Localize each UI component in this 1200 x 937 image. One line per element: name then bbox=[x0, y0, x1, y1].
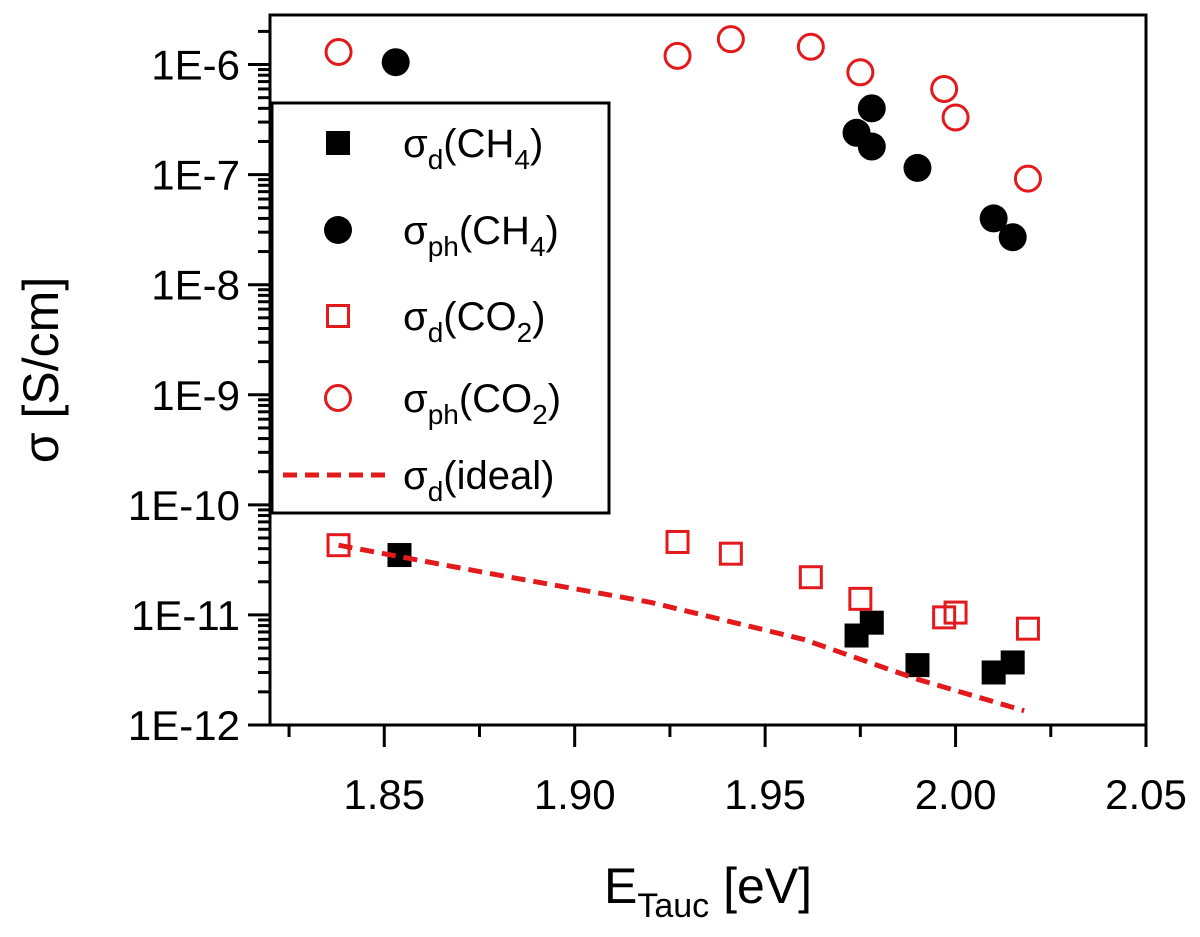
x-tick-label: 1.95 bbox=[724, 771, 806, 818]
data-point bbox=[859, 610, 884, 635]
legend-entry: σph(CH4) bbox=[324, 209, 559, 262]
x-tick-label: 1.85 bbox=[343, 771, 425, 818]
legend-sigma: σ bbox=[403, 209, 428, 253]
y-tick-label: 1E-8 bbox=[151, 262, 240, 309]
legend-tail: (CO bbox=[443, 295, 516, 339]
data-point bbox=[903, 153, 932, 182]
legend-sub: d bbox=[428, 144, 444, 175]
legend-sub: ph bbox=[428, 399, 459, 430]
series-3 bbox=[324, 25, 1042, 193]
x-tick-label: 2.05 bbox=[1105, 771, 1187, 818]
data-point bbox=[665, 529, 690, 554]
series-layer bbox=[324, 25, 1042, 714]
legend-marker bbox=[326, 131, 350, 155]
y-tick-label: 1E-7 bbox=[151, 152, 240, 199]
x-axis-title: ETauc [eV] bbox=[604, 858, 812, 925]
data-point bbox=[1013, 164, 1042, 193]
data-point bbox=[941, 103, 970, 132]
data-point bbox=[1000, 650, 1025, 675]
legend-label: σd(CO2) bbox=[403, 295, 546, 348]
legend-sub: d bbox=[428, 476, 444, 507]
legend-tail: (CH bbox=[443, 122, 514, 166]
legend-sub2: 4 bbox=[514, 144, 530, 175]
y-tick-label: 1E-6 bbox=[151, 42, 240, 89]
legend-marker bbox=[324, 384, 352, 412]
legend-label: σph(CH4) bbox=[403, 209, 559, 262]
x-axis-title-main: E bbox=[604, 858, 637, 914]
legend: σd(CH4)σph(CH4)σd(CO2)σph(CO2)σd(ideal) bbox=[270, 101, 611, 515]
y-axis-title: σ [S/cm] bbox=[13, 277, 69, 463]
ideal-line bbox=[338, 542, 1025, 714]
legend-sigma: σ bbox=[403, 295, 428, 339]
y-tick-label: 1E-11 bbox=[131, 592, 240, 639]
series-1 bbox=[381, 48, 1027, 252]
legend-entry: σph(CO2) bbox=[324, 377, 561, 430]
legend-tail: (CO bbox=[459, 377, 532, 421]
data-point bbox=[848, 586, 873, 611]
x-axis-title-sub: Tauc bbox=[637, 887, 709, 925]
data-point bbox=[905, 653, 930, 678]
legend-entry: σd(ideal) bbox=[283, 454, 554, 507]
y-axis: 1E-12 1E-11 1E-10 1E-9 1E-8 1E-7 1E-6 bbox=[128, 29, 270, 749]
legend-end: ) bbox=[532, 295, 545, 339]
legend-sub: ph bbox=[428, 231, 459, 262]
x-axis: 1.85 1.90 1.95 2.00 2.05 bbox=[287, 725, 1187, 818]
data-point bbox=[716, 25, 745, 54]
legend-sub2: 2 bbox=[532, 399, 548, 430]
data-point bbox=[846, 58, 875, 87]
data-point bbox=[979, 204, 1008, 233]
legend-marker bbox=[326, 304, 350, 328]
legend-label: σd(CH4) bbox=[403, 122, 543, 175]
series-4 bbox=[338, 542, 1025, 714]
y-tick-label: 1E-10 bbox=[128, 482, 240, 529]
legend-end: ) bbox=[548, 377, 561, 421]
x-tick-label: 1.90 bbox=[534, 771, 616, 818]
legend-end: ) bbox=[530, 122, 543, 166]
data-point bbox=[663, 41, 692, 70]
legend-entry: σd(CH4) bbox=[326, 122, 543, 175]
data-point bbox=[718, 541, 743, 566]
legend-label: σph(CO2) bbox=[403, 377, 561, 430]
legend-tail: (ideal) bbox=[443, 454, 554, 498]
series-0 bbox=[387, 543, 1025, 685]
series-2 bbox=[326, 529, 1040, 641]
legend-sigma: σ bbox=[403, 377, 428, 421]
legend-label: σd(ideal) bbox=[403, 454, 554, 507]
data-point bbox=[930, 74, 959, 103]
x-tick-label: 2.00 bbox=[915, 771, 997, 818]
y-tick-label: 1E-12 bbox=[128, 702, 240, 749]
legend-end: ) bbox=[546, 209, 559, 253]
legend-sub: d bbox=[428, 317, 444, 348]
y-tick-label: 1E-9 bbox=[151, 372, 240, 419]
data-point bbox=[943, 600, 968, 625]
data-point bbox=[381, 48, 410, 77]
data-point bbox=[798, 565, 823, 590]
data-point bbox=[1015, 616, 1040, 641]
legend-entry: σd(CO2) bbox=[326, 295, 546, 348]
legend-tail: (CH bbox=[459, 209, 530, 253]
legend-sub2: 4 bbox=[530, 231, 546, 262]
legend-sub2: 2 bbox=[517, 317, 533, 348]
x-axis-title-unit: [eV] bbox=[709, 858, 812, 914]
legend-marker bbox=[324, 216, 352, 244]
legend-sigma: σ bbox=[403, 454, 428, 498]
legend-sigma: σ bbox=[403, 122, 428, 166]
data-point bbox=[857, 132, 886, 161]
data-point bbox=[998, 223, 1027, 252]
data-point bbox=[324, 37, 353, 66]
plot-frame bbox=[268, 13, 1148, 727]
data-point bbox=[857, 94, 886, 123]
data-point bbox=[796, 32, 825, 61]
